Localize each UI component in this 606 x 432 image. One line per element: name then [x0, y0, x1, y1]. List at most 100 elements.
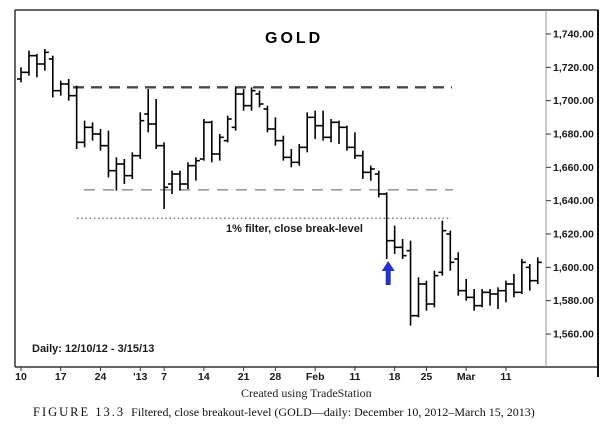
date-range-label: Daily: 12/10/12 - 3/15/13 — [32, 343, 155, 355]
ohlc-bar — [160, 142, 169, 209]
ohlc-bar — [311, 110, 320, 139]
ohlc-bar — [430, 270, 439, 308]
ohlc-bar — [152, 99, 161, 149]
ohlc-bar — [168, 170, 177, 194]
ohlc-bar — [271, 117, 280, 146]
ohlc-bar — [398, 239, 407, 259]
ohlc-bar — [239, 89, 248, 111]
ohlc-bar — [48, 55, 57, 98]
ohlc-bar — [183, 162, 192, 189]
breakout-up-arrow-icon — [381, 261, 395, 285]
x-axis-label: 11 — [500, 371, 511, 383]
ohlc-bar — [438, 220, 447, 276]
ohlc-bar — [342, 125, 351, 151]
ohlc-bar — [96, 129, 105, 151]
ohlc-bar — [64, 79, 73, 101]
x-axis-label: 25 — [421, 371, 433, 383]
x-axis-label: 7 — [161, 371, 167, 383]
ohlc-bar — [223, 115, 232, 143]
ohlc-bar — [24, 50, 33, 76]
ohlc-bar — [446, 230, 455, 271]
ohlc-bar — [207, 120, 216, 163]
x-axis-label: 17 — [55, 371, 67, 383]
ohlc-bar — [454, 252, 463, 296]
y-axis-label: 1,720.00 — [553, 62, 594, 74]
y-axis-label: 1,580.00 — [553, 295, 594, 307]
figure-caption: FIGURE 13.3 Filtered, close breakout-leve… — [33, 405, 535, 420]
ohlc-bar — [104, 130, 113, 178]
ohlc-bar — [136, 112, 145, 159]
ohlc-bar — [501, 280, 510, 303]
x-axis-label: Mar — [457, 371, 476, 383]
ohlc-bar — [350, 132, 359, 159]
x-axis-label: 24 — [95, 371, 107, 383]
ohlc-bar — [295, 144, 304, 166]
ohlc-bar — [335, 120, 343, 144]
y-axis-label: 1,620.00 — [553, 229, 594, 241]
ohlc-bar — [486, 289, 495, 306]
y-axis-label: 1,560.00 — [553, 329, 594, 341]
ohlc-bar — [120, 159, 129, 184]
y-axis-label: 1,700.00 — [553, 95, 594, 107]
ohlc-bar — [199, 119, 208, 161]
ohlc-bar — [382, 192, 391, 259]
x-axis-label: 21 — [238, 371, 250, 383]
x-axis-label: 10 — [15, 371, 27, 383]
figure-number: FIGURE 13.3 — [33, 405, 126, 419]
x-axis-label: 14 — [198, 371, 210, 383]
ohlc-bar — [327, 119, 336, 143]
x-axis-label: Feb — [306, 371, 325, 383]
ohlc-bar — [525, 264, 534, 291]
ohlc-bar — [231, 87, 240, 131]
y-axis-label: 1,600.00 — [553, 262, 594, 274]
ohlc-bar — [247, 87, 256, 111]
ohlc-bar — [319, 110, 328, 141]
y-axis-label: 1,660.00 — [553, 162, 594, 174]
ohlc-bar — [287, 149, 296, 168]
ohlc-bar — [191, 157, 200, 181]
x-axis-label: 18 — [389, 371, 401, 383]
ohlc-bar — [533, 257, 542, 284]
ohlc-bar — [279, 135, 288, 161]
ohlc-bar — [215, 134, 224, 161]
ohlc-bar — [366, 165, 375, 181]
ohlc-bar — [80, 120, 89, 148]
ohlc-bar — [358, 150, 367, 179]
tradestation-watermark: Created using TradeStation — [241, 386, 372, 400]
ohlc-bar — [509, 274, 518, 298]
ohlc-bar — [303, 112, 312, 153]
ohlc-bar — [263, 105, 272, 133]
ohlc-bar — [128, 152, 137, 179]
y-axis-label: 1,740.00 — [553, 29, 594, 41]
ohlc-bar — [494, 287, 502, 309]
ohlc-bar — [32, 54, 41, 78]
x-axis-label: 28 — [270, 371, 282, 383]
ohlc-bar — [462, 279, 471, 301]
ohlc-bar — [56, 80, 65, 96]
figure-caption-text: Filtered, close breakout-level (GOLD—dai… — [131, 405, 535, 419]
ohlc-bar — [406, 240, 415, 326]
ohlc-bar — [176, 170, 184, 191]
chart-title: GOLD — [265, 30, 324, 47]
ohlc-bar — [144, 89, 153, 133]
ohlc-bar — [470, 289, 479, 311]
ohlc-bar — [422, 280, 431, 311]
x-axis-label: 11 — [349, 371, 360, 383]
ohlc-bar — [72, 85, 81, 149]
ohlc-bar — [478, 289, 487, 308]
ohlc-bar — [390, 225, 399, 254]
ohlc-bar — [40, 49, 49, 71]
ohlc-bar — [112, 157, 121, 191]
y-axis-label: 1,640.00 — [553, 195, 594, 207]
x-axis-label: '13 — [133, 371, 147, 383]
ohlc-bar — [374, 170, 383, 198]
ohlc-bar — [517, 259, 526, 294]
ohlc-bar — [255, 90, 264, 108]
ohlc-bar — [414, 277, 423, 318]
filter-annotation-label: 1% filter, close break-level — [226, 223, 363, 235]
ohlc-bar — [88, 122, 97, 141]
ohlc-bar — [17, 67, 25, 83]
y-axis-label: 1,680.00 — [553, 129, 594, 141]
